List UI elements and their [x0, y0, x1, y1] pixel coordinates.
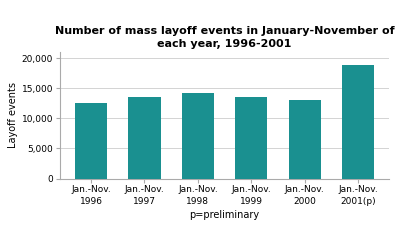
Bar	[182, 93, 214, 178]
Bar	[289, 100, 321, 178]
X-axis label: p=preliminary: p=preliminary	[190, 210, 259, 220]
Bar	[342, 65, 374, 178]
Y-axis label: Layoff events: Layoff events	[8, 82, 18, 149]
Bar	[128, 97, 160, 178]
Bar	[75, 104, 107, 178]
Bar	[235, 97, 267, 178]
Title: Number of mass layoff events in January-November of
each year, 1996-2001: Number of mass layoff events in January-…	[55, 26, 394, 49]
